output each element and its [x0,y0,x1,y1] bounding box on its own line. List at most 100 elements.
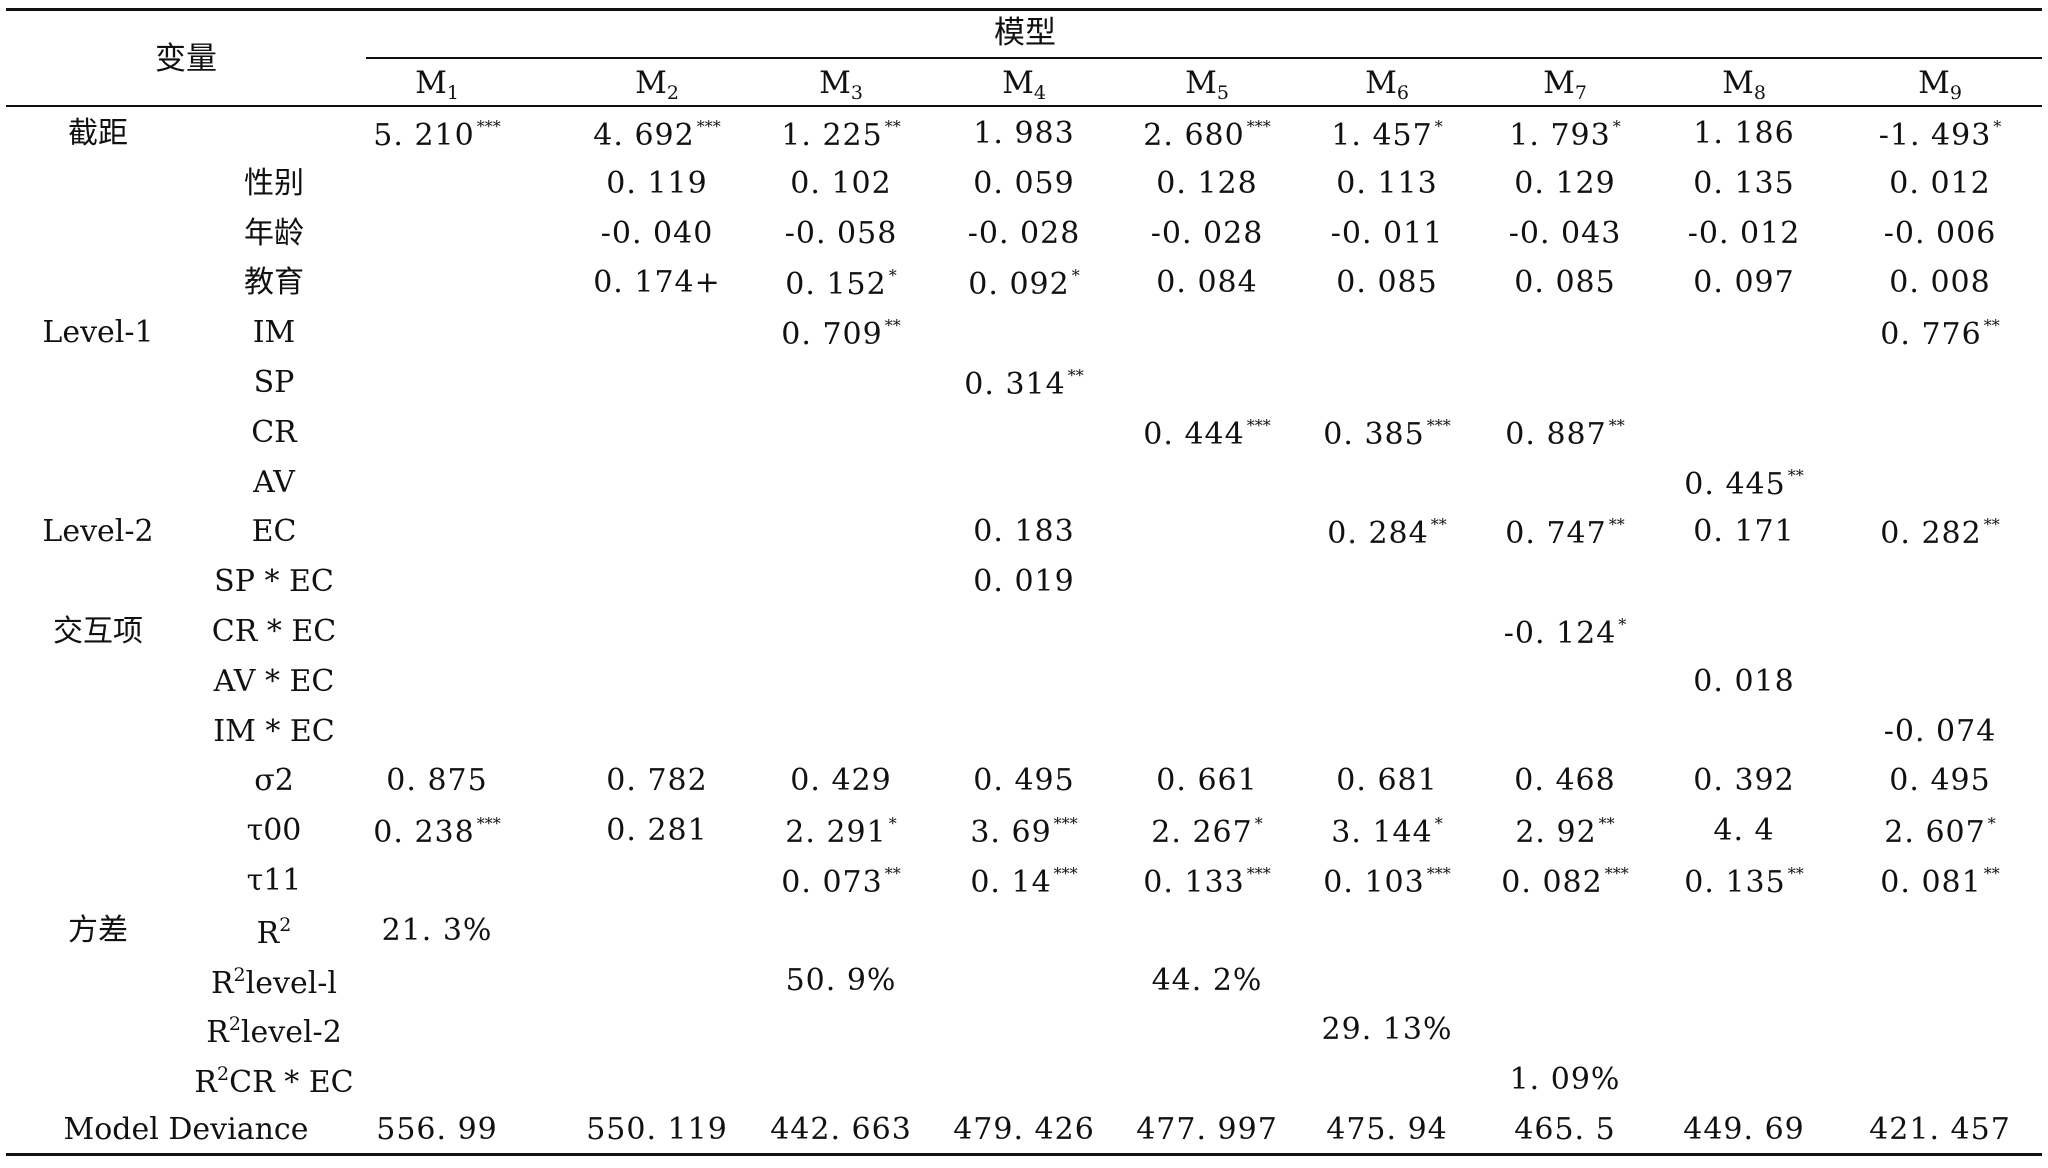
variable-name: IM * EC [213,714,335,749]
variable-name: R [206,1015,229,1050]
cell-value: 0. 681 [1336,763,1438,798]
variable-name: SP [253,365,295,400]
table-cell: 2. 92 ** [1515,816,1614,848]
variable-label: AV [253,468,295,498]
model-label-subscript: 2 [666,82,679,104]
row-group-label: Level-1 [42,315,154,350]
table-cell: 0. 018 [1693,667,1794,697]
table-cell: 3. 69 *** [970,816,1077,848]
cell-value: 1. 186 [1693,116,1795,151]
significance-mark: *** [1053,864,1078,883]
table-cell: 0. 082 *** [1501,866,1628,898]
cell-value: 3. 69 [970,815,1052,850]
cell-value: 0. 495 [1889,763,1991,798]
cell-value: 0. 092 [968,267,1070,302]
table-cell: 4. 692 *** [593,119,720,151]
model-label: M5 [1185,68,1229,103]
model-label-base: M [1722,65,1754,101]
model-label: M8 [1722,68,1766,103]
table-cell: 0. 284 ** [1327,517,1446,549]
variable-name: AV * EC [213,664,335,699]
table-cell: 2. 607 * [1884,816,1995,848]
cell-value: 2. 267 [1151,815,1253,850]
cell-value: 2. 607 [1884,815,1986,850]
table-cell: -0. 028 [968,219,1081,249]
table-cell: 0. 092 * [968,268,1079,300]
cell-value: 1. 225 [781,118,883,153]
table-cell: 1. 225 ** [781,119,900,151]
table-cell: 0. 282 ** [1880,517,1999,549]
table-cell: 465. 5 [1514,1115,1615,1145]
table-cell: -0. 012 [1688,219,1801,249]
significance-mark: * [1434,814,1443,833]
table-cell: 0. 102 [790,169,891,199]
table-cell: 0. 238 *** [373,816,500,848]
table-cell: 1. 457 * [1331,119,1442,151]
significance-mark: ** [884,117,901,136]
cell-value: -0. 058 [784,216,898,251]
significance-mark: *** [1426,864,1451,883]
significance-mark: *** [1246,416,1271,435]
table-cell: 0. 429 [790,766,891,796]
significance-mark: *** [1246,117,1271,136]
cell-value: 1. 09% [1509,1062,1621,1097]
variable-name: σ2 [254,763,294,798]
table-cell: 0. 135 ** [1684,866,1803,898]
cell-value: 0. 152 [785,267,887,302]
cell-value: 442. 663 [770,1112,912,1147]
significance-mark: *** [1604,864,1629,883]
variable-label: R2level-l [211,966,337,999]
cell-value: 0. 135 [1684,865,1786,900]
cell-value: 0. 385 [1323,417,1425,452]
variable-label: τ00 [247,816,302,846]
significance-mark: ** [1787,864,1804,883]
significance-mark: *** [696,117,721,136]
table-cell: 0. 152 * [785,268,896,300]
cell-value: 0. 445 [1684,467,1786,502]
model-header: 模型 [994,15,1056,51]
table-cell: 0. 129 [1514,169,1615,199]
row-group-label: Level-2 [42,514,154,549]
cell-value: 5. 210 [373,118,475,153]
variable-label: CR * EC [212,617,336,647]
cell-value: 0. 059 [973,166,1075,201]
table-cell: 0. 782 [606,766,707,796]
cell-value: 0. 085 [1514,265,1616,300]
table-cell: -0. 011 [1331,219,1444,249]
model-label-base: M [819,65,851,101]
model-label: M1 [415,68,459,103]
table-cell: 0. 103 *** [1323,866,1450,898]
variable-header: 变量 [155,41,217,77]
cell-value: 475. 94 [1326,1112,1448,1147]
table-cell: 1. 186 [1693,119,1794,149]
model-label-subscript: 3 [850,82,863,104]
significance-mark: ** [1430,515,1447,534]
significance-mark: * [888,814,897,833]
cell-value: 0. 314 [964,367,1066,402]
cell-value: 0. 135 [1693,166,1795,201]
table-cell: 0. 019 [973,567,1074,597]
table-cell: 29. 13% [1322,1015,1453,1045]
table-cell: 0. 887 ** [1505,418,1624,450]
row-group-label: 截距 [68,116,128,151]
table-cell: 479. 426 [953,1115,1095,1145]
table-cell: -0. 028 [1151,219,1264,249]
cell-value: 21. 3% [381,913,493,948]
significance-mark: * [1071,266,1080,285]
table-cell: 1. 793 * [1509,119,1620,151]
table-cell: 1. 09% [1510,1065,1621,1095]
table-cell: 0. 183 [973,517,1074,547]
variable-label: IM [253,318,296,348]
table-cell: 0. 392 [1693,766,1794,796]
model-label: M2 [635,68,679,103]
significance-mark: ** [1598,814,1615,833]
cell-value: 0. 174+ [593,265,721,300]
table-cell: 0. 084 [1156,268,1257,298]
cell-value: 0. 171 [1693,514,1795,549]
table-cell: 0. 681 [1336,766,1437,796]
variable-label: R2 [257,916,292,949]
model-label: M4 [1002,68,1046,103]
table-cell: 449. 69 [1683,1115,1805,1145]
significance-mark: * [1993,117,2002,136]
cell-value: 0. 012 [1889,166,1991,201]
